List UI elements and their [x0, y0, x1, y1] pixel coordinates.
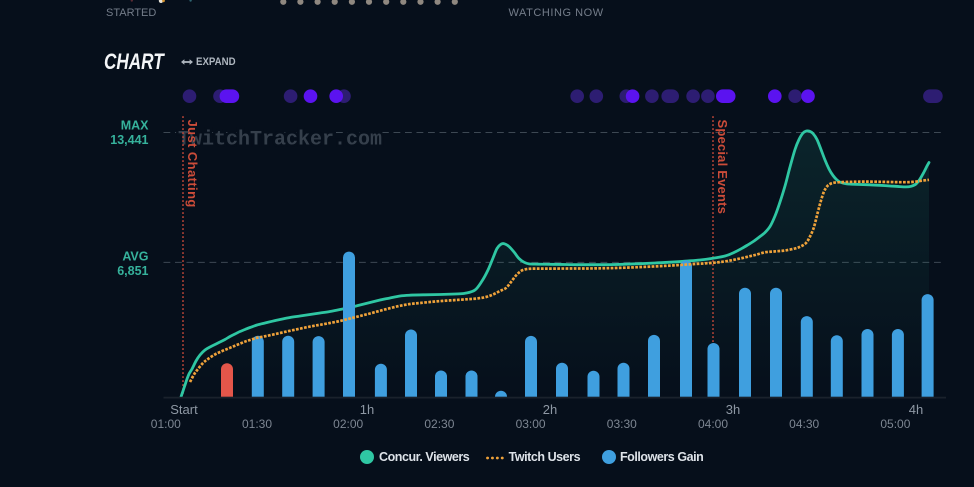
svg-text:04:00: 04:00: [698, 417, 728, 431]
svg-text:MAX: MAX: [121, 119, 149, 133]
svg-text:03:00: 03:00: [516, 417, 546, 431]
svg-text:Start: Start: [170, 402, 198, 417]
svg-text:Just Chatting: Just Chatting: [185, 120, 200, 208]
svg-text:03:30: 03:30: [607, 417, 637, 431]
svg-text:04:30: 04:30: [789, 417, 819, 431]
svg-text:01:30: 01:30: [242, 417, 272, 431]
svg-text:05:00: 05:00: [880, 417, 910, 431]
svg-text:13,441: 13,441: [110, 133, 148, 147]
svg-text:6,851: 6,851: [117, 264, 148, 278]
svg-text:02:00: 02:00: [333, 417, 363, 431]
svg-text:Special Events: Special Events: [715, 120, 730, 215]
svg-text:3h: 3h: [726, 402, 740, 417]
svg-text:01:00: 01:00: [151, 417, 181, 431]
svg-text:1h: 1h: [360, 402, 374, 417]
svg-text:2h: 2h: [543, 402, 557, 417]
svg-text:02:30: 02:30: [424, 417, 454, 431]
svg-text:AVG: AVG: [122, 250, 148, 264]
svg-text:4h: 4h: [909, 402, 923, 417]
svg-text:TwitchTracker.com: TwitchTracker.com: [178, 129, 382, 152]
